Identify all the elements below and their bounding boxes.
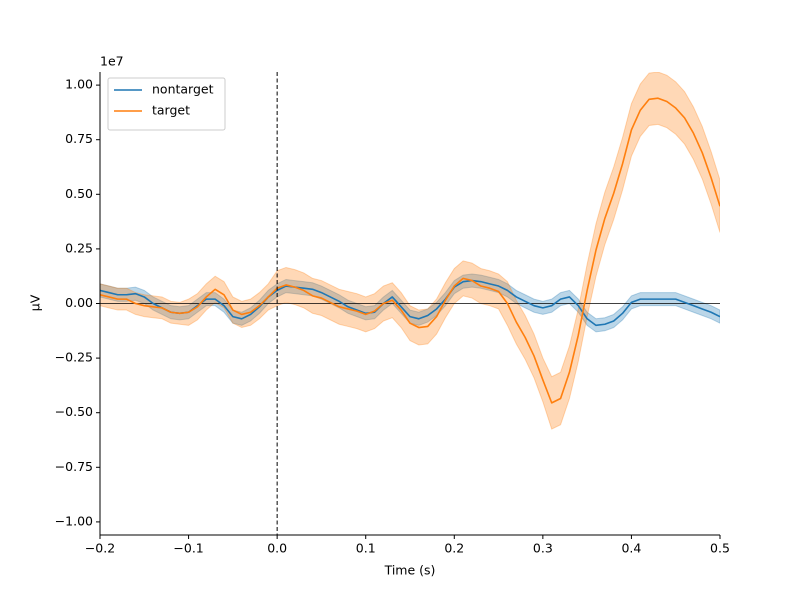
plot-area xyxy=(100,72,720,535)
series-line xyxy=(100,97,720,404)
y-offset-text: 1e7 xyxy=(100,54,124,69)
legend: nontarget target xyxy=(107,77,226,131)
x-tick-label: 0.1 xyxy=(356,541,376,556)
x-tick-label: −0.1 xyxy=(173,541,203,556)
x-tick-label: 0.5 xyxy=(710,541,730,556)
y-tick-label: −0.25 xyxy=(55,350,93,365)
y-tick-label: −0.75 xyxy=(55,459,93,474)
y-tick-label: 0.25 xyxy=(65,240,93,255)
y-tick-label: 0.50 xyxy=(65,186,93,201)
x-tick-label: 0.3 xyxy=(533,541,553,556)
x-axis-label: Time (s) xyxy=(384,563,436,578)
x-tick-label: −0.2 xyxy=(85,541,115,556)
y-axis-label: µV xyxy=(28,294,43,311)
y-tick-label: 0.00 xyxy=(65,295,93,310)
y-tick-label: −0.50 xyxy=(55,404,93,419)
legend-label: nontarget xyxy=(152,82,214,97)
y-tick-label: 0.75 xyxy=(65,131,93,146)
y-tick-label: 1.00 xyxy=(65,77,93,92)
axes: −1.00 −0.75 −0.50 −0.25 0.00 0.25 0.50 0.75 1.00… xyxy=(55,72,730,556)
x-tick-label: 0.4 xyxy=(621,541,641,556)
x-tick-label: 0.2 xyxy=(444,541,464,556)
ci-band xyxy=(100,273,720,333)
legend-label: target xyxy=(152,103,190,118)
legend-box xyxy=(107,77,226,131)
y-tick-label: −1.00 xyxy=(55,513,93,528)
x-tick-label: 0.0 xyxy=(267,541,287,556)
